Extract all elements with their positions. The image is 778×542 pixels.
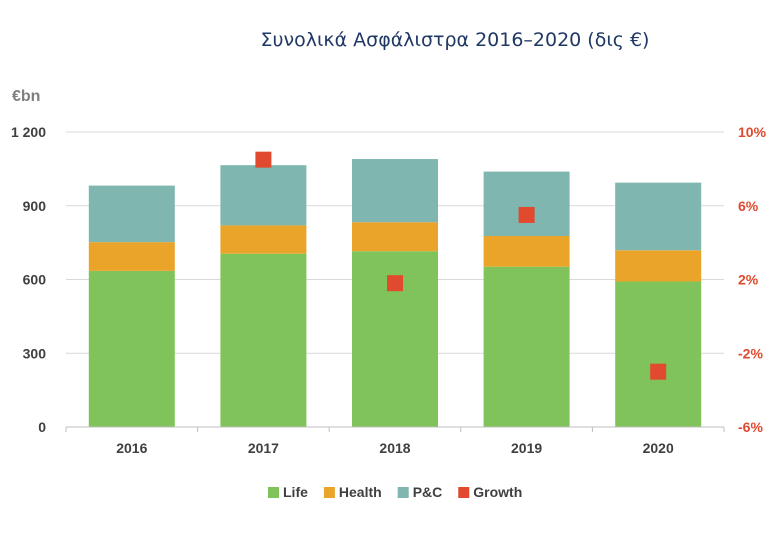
bar-p-c	[352, 159, 438, 223]
y-axis-unit-label: €bn	[12, 88, 40, 105]
legend-swatch	[458, 487, 470, 498]
x-tick-label: 2017	[248, 440, 279, 456]
x-tick-label: 2020	[643, 440, 674, 456]
x-tick-label: 2016	[116, 440, 147, 456]
legend-swatch	[397, 487, 409, 498]
bar-life	[483, 266, 570, 427]
y2-tick-label: 2%	[738, 272, 759, 288]
y-tick-label: 0	[38, 419, 46, 435]
y-tick-label: 300	[23, 345, 47, 361]
bars	[88, 159, 702, 427]
bar-health	[615, 250, 702, 282]
growth-markers	[255, 151, 667, 380]
legend-label: Health	[339, 484, 382, 500]
growth-marker	[518, 206, 535, 223]
legend-label: Growth	[473, 484, 522, 500]
bar-p-c	[88, 185, 175, 243]
chart-title: Συνολικά Ασφάλιστρα 2016–2020 (δις €)	[261, 29, 650, 51]
legend-swatch	[323, 487, 335, 498]
y-tick-label: 600	[23, 272, 47, 288]
y2-tick-label: 6%	[738, 198, 759, 214]
bar-life	[88, 270, 175, 427]
bar-p-c	[615, 182, 702, 251]
y-axis-ticks: 0 300 600 900 1 200	[11, 124, 46, 435]
x-axis	[65, 426, 725, 432]
bar-health	[352, 222, 438, 252]
legend: Life Health P&C Growth	[268, 484, 522, 500]
legend-swatch	[268, 487, 279, 498]
bar-p-c	[483, 171, 570, 236]
x-tick-label: 2019	[511, 440, 542, 456]
bar-health	[483, 235, 570, 267]
growth-marker	[255, 151, 272, 168]
growth-marker	[650, 363, 667, 380]
y2-tick-label: -2%	[738, 345, 763, 361]
x-axis-ticks: 2016 2017 2018 2019 2020	[116, 440, 674, 456]
y2-tick-label: 10%	[738, 124, 767, 140]
bar-life	[615, 281, 702, 427]
growth-marker	[387, 275, 403, 292]
y2-axis-ticks: -6% -2% 2% 6% 10%	[738, 124, 767, 435]
bar-health	[88, 242, 175, 271]
x-tick-label: 2018	[379, 440, 410, 456]
bar-life	[220, 253, 307, 427]
legend-label: P&C	[413, 484, 443, 500]
bar-health	[220, 225, 307, 254]
bar-p-c	[220, 165, 307, 226]
y-tick-label: 1 200	[11, 124, 46, 140]
legend-label: Life	[283, 484, 308, 500]
y-tick-label: 900	[23, 198, 47, 214]
y2-tick-label: -6%	[738, 419, 763, 435]
